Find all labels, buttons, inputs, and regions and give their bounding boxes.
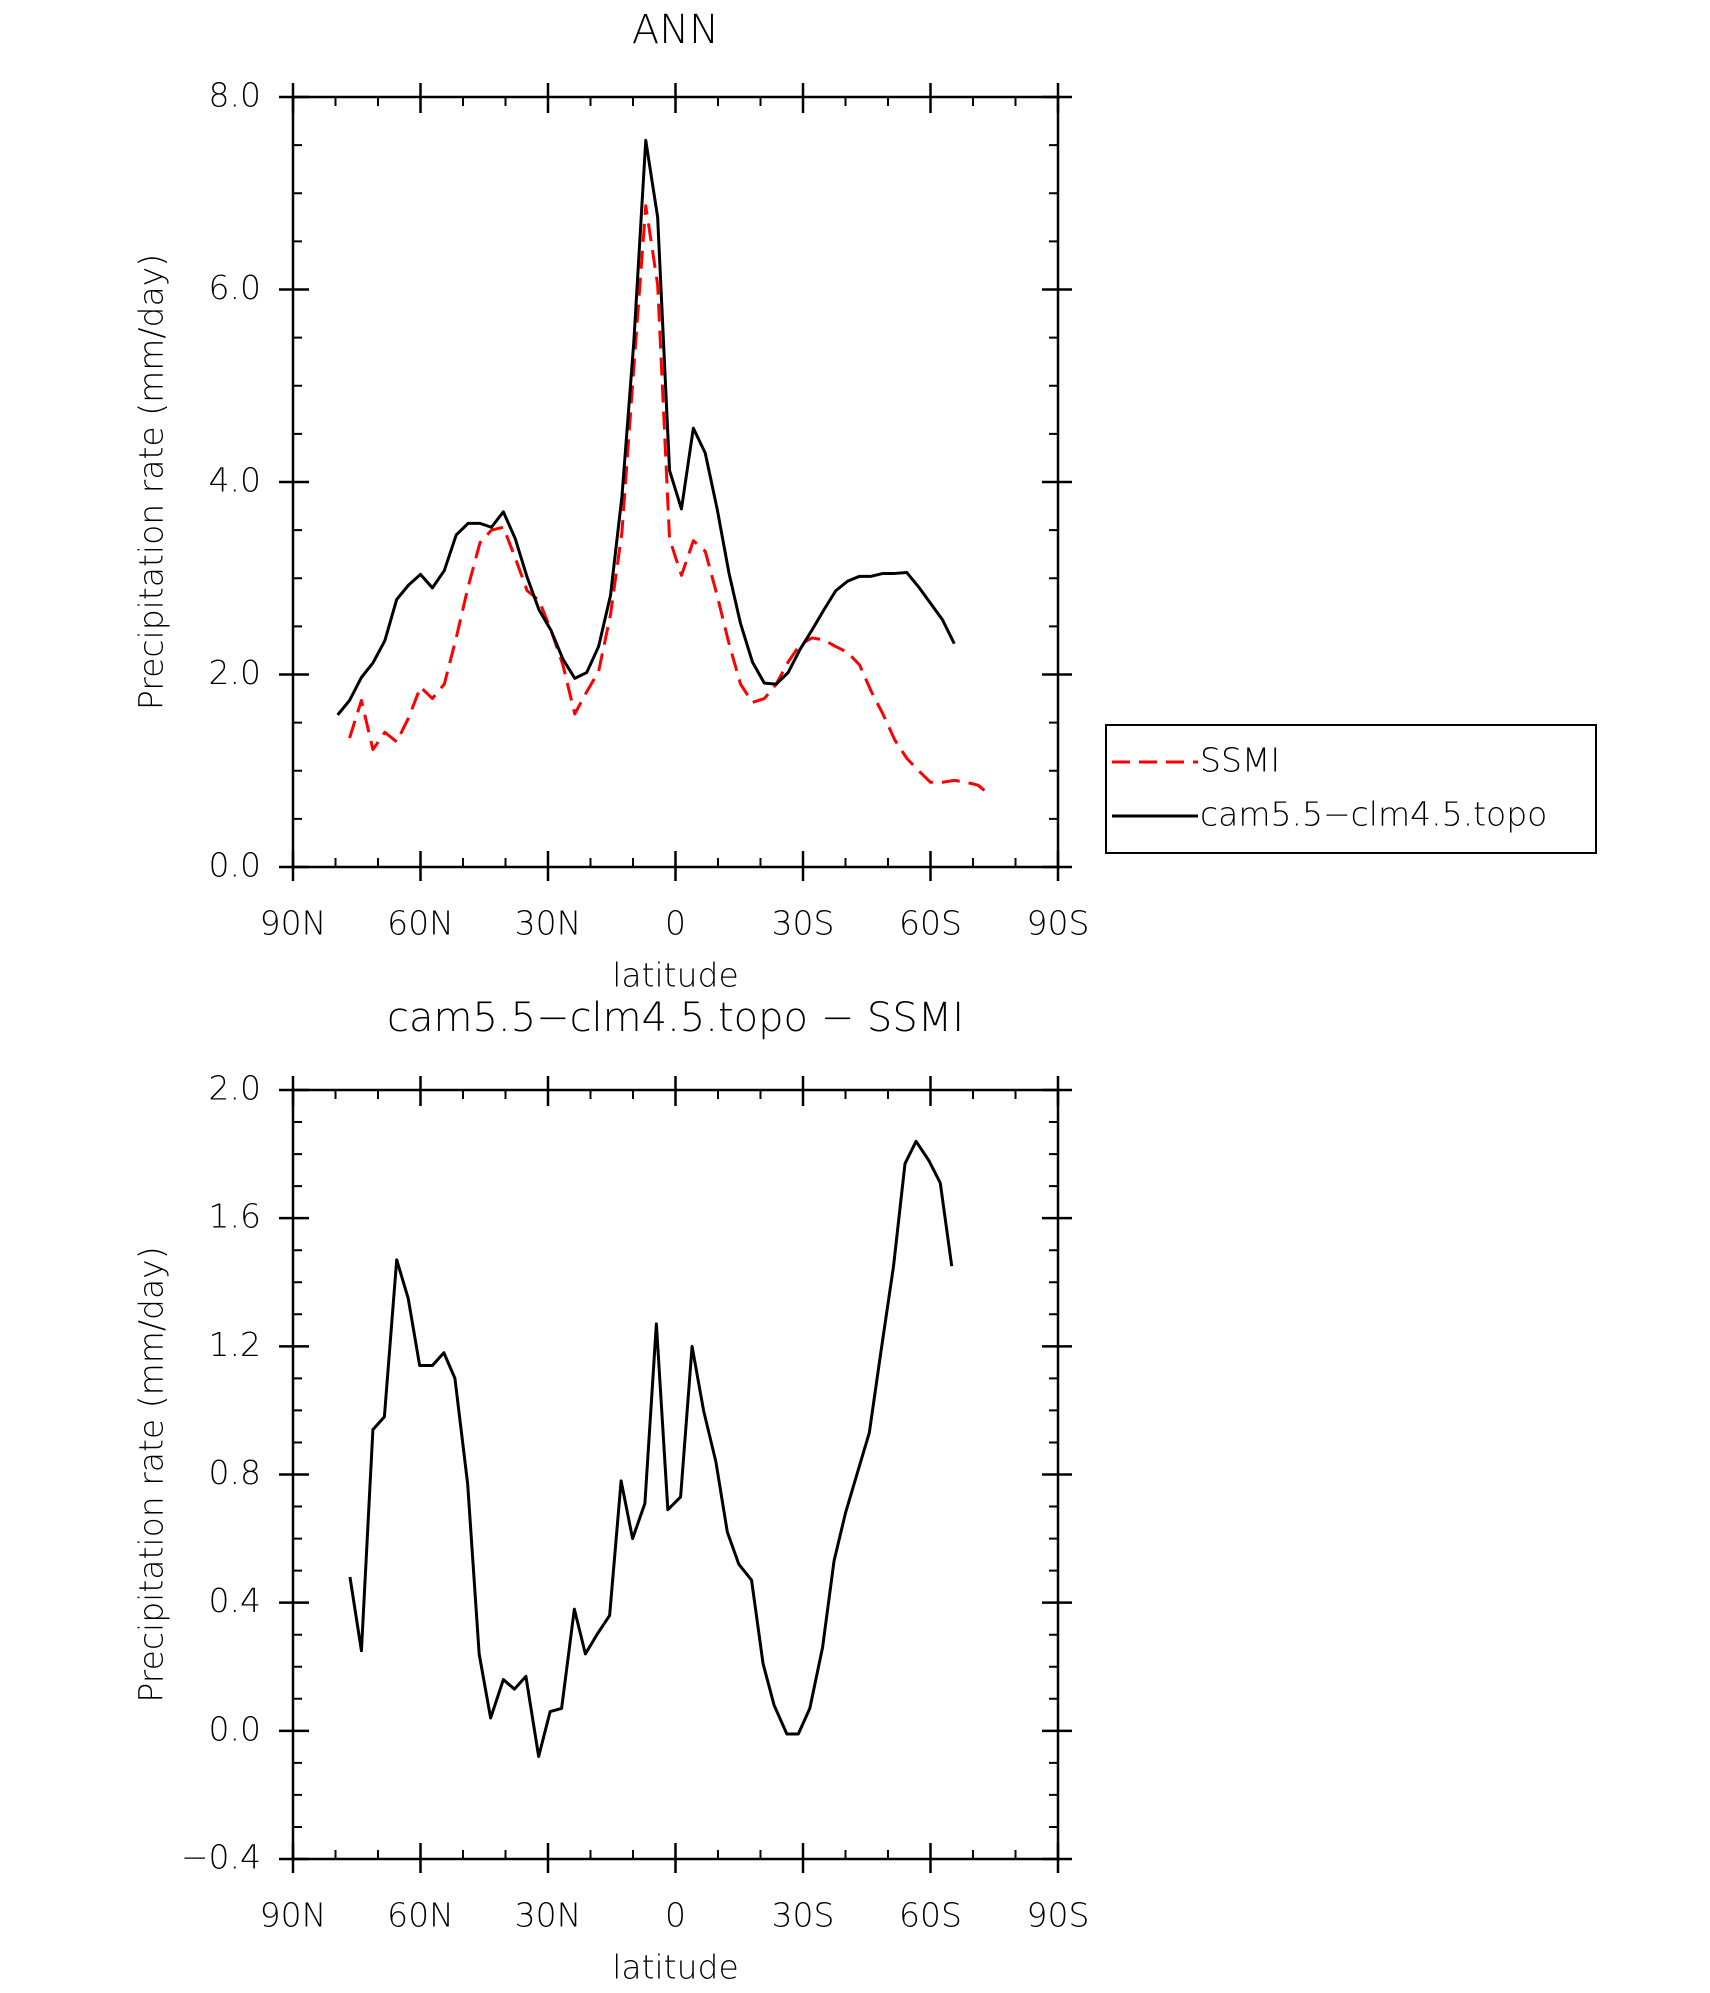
y-tick-label: 1.6: [209, 1197, 261, 1236]
y-axis-label: Precipitation rate (mm/day): [132, 254, 171, 710]
x-tick-label: 90N: [260, 1896, 327, 1935]
y-tick-label: 0.0: [209, 846, 261, 885]
chart-title: cam5.5−clm4.5.topo − SSMI: [387, 995, 964, 1041]
x-tick-label: 90N: [260, 904, 327, 943]
y-axis-label: Precipitation rate (mm/day): [132, 1246, 171, 1702]
x-tick-label: 60S: [899, 904, 962, 943]
y-tick-label: 6.0: [209, 268, 261, 307]
x-axis-label: latitude: [612, 956, 739, 995]
data-line: [336, 138, 956, 716]
y-tick-label: 4.0: [209, 461, 261, 500]
x-tick-label: 90S: [1027, 904, 1090, 943]
y-tick-label: 1.2: [209, 1325, 261, 1364]
chart-title: ANN: [632, 7, 719, 53]
x-tick-label: 60N: [387, 1896, 454, 1935]
y-tick-label: 0.8: [209, 1453, 261, 1492]
y-tick-label: 0.0: [209, 1709, 261, 1748]
x-tick-label: 60S: [899, 1896, 962, 1935]
legend-label: cam5.5−clm4.5.topo: [1200, 795, 1547, 834]
x-tick-label: 0: [665, 1896, 686, 1935]
y-tick-label: 8.0: [209, 76, 261, 115]
legend: SSMI cam5.5−clm4.5.topo: [1105, 724, 1597, 854]
x-tick-label: 30S: [772, 1896, 835, 1935]
y-tick-label: 0.4: [209, 1581, 261, 1620]
y-tick-label: 2.0: [209, 1069, 261, 1108]
plot-frame: [291, 95, 1060, 869]
x-tick-label: 30N: [515, 904, 582, 943]
x-axis-label: latitude: [612, 1948, 739, 1987]
x-tick-label: 60N: [387, 904, 454, 943]
data-line: [348, 1139, 954, 1758]
x-tick-label: 30S: [772, 904, 835, 943]
x-tick-label: 0: [665, 904, 686, 943]
y-tick-label: 2.0: [209, 653, 261, 692]
y-tick-label: −0.4: [181, 1838, 261, 1877]
legend-box: [1105, 724, 1597, 854]
x-tick-label: 90S: [1027, 1896, 1090, 1935]
legend-label: SSMI: [1200, 741, 1280, 780]
x-tick-label: 30N: [515, 1896, 582, 1935]
data-line: [348, 204, 991, 796]
